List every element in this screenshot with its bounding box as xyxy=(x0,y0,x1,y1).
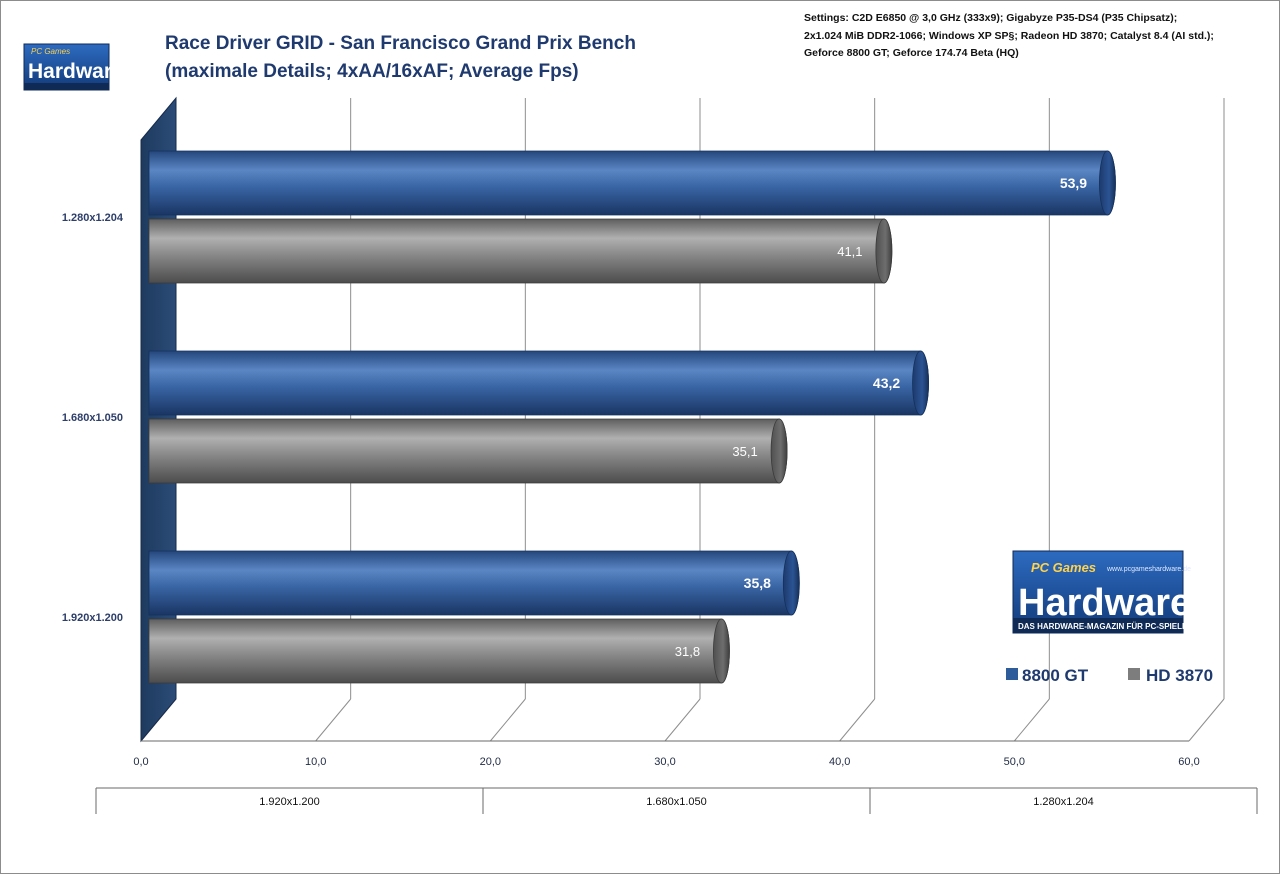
bar-cap-hd-3870-1-920x1-200 xyxy=(713,618,730,684)
bar-cap-8800-gt-1-680x1-050 xyxy=(912,350,929,416)
bar-label-8800-gt-1-680x1-050: 43,2 xyxy=(873,375,900,391)
logo-large: PC Games www.pcgameshardware.de Hardware… xyxy=(1012,550,1193,634)
bar-cap-hd-3870-1-280x1-204 xyxy=(875,218,893,284)
bar-cap-hd-3870-1-680x1-050 xyxy=(770,418,788,484)
x-tick-label-5: 50,0 xyxy=(1004,756,1025,768)
bar-cap-8800-gt-1-280x1-204 xyxy=(1099,150,1116,216)
x-tick-label-0: 0,0 xyxy=(133,756,148,768)
table-cell-1-920x1-200: 1.920x1.200 xyxy=(259,796,320,808)
logo-large-top-text: PC Games xyxy=(1031,560,1096,575)
bar-cap-8800-gt-1-920x1-200 xyxy=(782,550,800,616)
bar-label-8800-gt-1-920x1-200: 35,8 xyxy=(744,575,771,591)
category-label-1-920x1-200: 1.920x1.200 xyxy=(62,612,123,624)
bar-label-hd-3870-1-920x1-200: 31,8 xyxy=(675,644,700,659)
legend-label-hd3870: HD 3870 xyxy=(1146,666,1213,685)
logo-large-main-text: Hardware xyxy=(1018,582,1191,624)
x-tick-label-3: 30,0 xyxy=(654,756,675,768)
bar-label-8800-gt-1-280x1-204: 53,9 xyxy=(1060,175,1087,191)
bar-hd-3870-1-280x1-204 xyxy=(148,218,893,284)
x-tick-label-6: 60,0 xyxy=(1178,756,1199,768)
chart-title-line-2: (maximale Details; 4xAA/16xAF; Average F… xyxy=(165,61,579,82)
logo-small-top-text: PC Games xyxy=(31,47,70,56)
floor-gridline-1 xyxy=(315,698,352,742)
bar-hd-3870-1-920x1-200 xyxy=(148,618,730,684)
settings-line-2: 2x1.024 MiB DDR2-1066; Windows XP SP§; R… xyxy=(804,30,1214,42)
x-axis: 0,0 10,0 20,0 30,0 40,0 50,0 60,0 xyxy=(133,740,1200,768)
x-tick-label-2: 20,0 xyxy=(480,756,501,768)
bar-hd-3870-1-680x1-050 xyxy=(148,418,788,484)
floor-gridline-2 xyxy=(489,698,526,742)
category-labels: 1.280x1.204 1.680x1.050 1.920x1.200 xyxy=(62,212,124,624)
table-cell-1-680x1-050: 1.680x1.050 xyxy=(646,796,707,808)
category-label-1-280x1-204: 1.280x1.204 xyxy=(62,212,124,224)
legend-swatch-hd3870 xyxy=(1128,668,1140,680)
legend-label-8800gt: 8800 GT xyxy=(1022,666,1089,685)
bar-8800-gt-1-280x1-204 xyxy=(148,150,1116,216)
bar-8800-gt-1-680x1-050 xyxy=(148,350,929,416)
settings-line-1: Settings: C2D E6850 @ 3,0 GHz (333x9); G… xyxy=(804,12,1177,24)
floor-gridline-3 xyxy=(664,698,701,742)
legend: 8800 GT HD 3870 xyxy=(1006,666,1213,685)
data-table-row: 1.920x1.200 1.680x1.050 1.280x1.204 xyxy=(95,787,1258,814)
settings-line-3: Geforce 8800 GT; Geforce 174.74 Beta (HQ… xyxy=(804,47,1019,59)
chart-title-line-1: Race Driver GRID - San Francisco Grand P… xyxy=(165,33,636,54)
floor-gridline-4 xyxy=(839,698,876,742)
floor-gridline-5 xyxy=(1013,698,1050,742)
bar-label-hd-3870-1-680x1-050: 35,1 xyxy=(732,444,757,459)
legend-swatch-8800gt xyxy=(1006,668,1018,680)
x-tick-label-4: 40,0 xyxy=(829,756,850,768)
bar-label-hd-3870-1-280x1-204: 41,1 xyxy=(837,244,862,259)
logo-large-url: www.pcgameshardware.de xyxy=(1106,566,1191,573)
logo-small-main-text: Hardware xyxy=(28,60,124,83)
table-cell-1-280x1-204: 1.280x1.204 xyxy=(1033,796,1094,808)
category-label-1-680x1-050: 1.680x1.050 xyxy=(62,412,123,424)
floor-gridline-6 xyxy=(1188,698,1225,742)
logo-large-tagline: DAS HARDWARE-MAGAZIN FÜR PC-SPIELER xyxy=(1018,622,1193,631)
logo-small: PC Games Hardware xyxy=(23,43,124,91)
x-tick-label-1: 10,0 xyxy=(305,756,326,768)
bar-8800-gt-1-920x1-200 xyxy=(148,550,800,616)
bars: 53,9 41,1 43,2 35,1 35,8 31,8 xyxy=(148,150,1116,684)
